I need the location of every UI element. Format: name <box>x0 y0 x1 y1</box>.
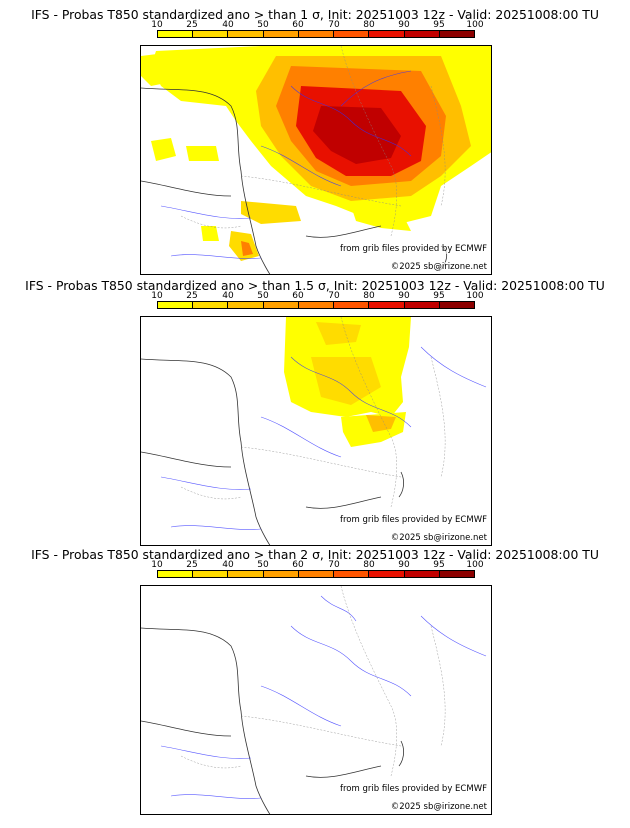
colorbar-tick: 40 <box>222 20 234 30</box>
colorbar-swatch <box>298 571 335 577</box>
data-source-credit: from grib files provided by ECMWF <box>340 244 487 254</box>
colorbar-tick: 95 <box>433 20 445 30</box>
data-source-credit: from grib files provided by ECMWF <box>340 784 487 794</box>
colorbar-tick: 100 <box>466 20 484 30</box>
colorbar-tick: 60 <box>292 291 304 301</box>
colorbar-ticks: 10 25 40 50 60 70 80 90 95 100 <box>140 560 492 570</box>
colorbar <box>157 570 475 578</box>
colorbar-swatch <box>193 31 229 37</box>
colorbar-tick: 40 <box>222 560 234 570</box>
colorbar-tick: 25 <box>186 560 198 570</box>
colorbar-swatch <box>334 571 370 577</box>
colorbar-tick: 10 <box>151 291 163 301</box>
panel-title: IFS - Probas T850 standardized ano > tha… <box>25 278 605 293</box>
colorbar-tick: 100 <box>466 291 484 301</box>
colorbar-tick: 80 <box>363 560 375 570</box>
rivers <box>160 70 412 259</box>
borders <box>180 46 446 237</box>
panel-title: IFS - Probas T850 standardized ano > tha… <box>31 7 599 22</box>
colorbar-tick: 50 <box>257 20 269 30</box>
coastline <box>141 627 405 814</box>
colorbar-swatch <box>334 31 370 37</box>
map-area: from grib files provided by ECMWF ©2025 … <box>140 585 492 815</box>
colorbar-swatch <box>298 31 335 37</box>
colorbar-ticks: 10 25 40 50 60 70 80 90 95 100 <box>140 291 492 301</box>
colorbar-swatch <box>369 571 405 577</box>
map-area: from grib files provided by ECMWF ©2025 … <box>140 45 492 275</box>
copyright-credit: ©2025 sb@irizone.net <box>390 262 487 272</box>
colorbar-swatch <box>228 302 264 308</box>
colorbar-tick: 60 <box>292 20 304 30</box>
colorbar <box>157 301 475 309</box>
map-panel-1: IFS - Probas T850 standardized ano > tha… <box>0 8 630 278</box>
colorbar-swatch <box>439 302 474 308</box>
rivers <box>160 346 487 530</box>
colorbar-tick: 90 <box>398 560 410 570</box>
colorbar-tick: 10 <box>151 20 163 30</box>
colorbar-tick: 80 <box>363 20 375 30</box>
colorbar-swatch <box>298 302 335 308</box>
copyright-credit: ©2025 sb@irizone.net <box>390 802 487 812</box>
map-area: from grib files provided by ECMWF ©2025 … <box>140 316 492 546</box>
colorbar-swatch <box>439 31 474 37</box>
colorbar-swatch <box>404 31 440 37</box>
panel-title: IFS - Probas T850 standardized ano > tha… <box>31 547 599 562</box>
colorbar-tick: 70 <box>328 560 340 570</box>
colorbar-tick: 10 <box>151 560 163 570</box>
colorbar-swatch <box>228 31 264 37</box>
colorbar-tick: 95 <box>433 291 445 301</box>
copyright-credit: ©2025 sb@irizone.net <box>390 533 487 543</box>
colorbar-tick: 90 <box>398 20 410 30</box>
map-graphic <box>141 586 487 814</box>
colorbar-tick: 70 <box>328 291 340 301</box>
colorbar-tick: 95 <box>433 560 445 570</box>
borders <box>180 317 446 508</box>
map-panel-2: IFS - Probas T850 standardized ano > tha… <box>0 279 630 549</box>
colorbar-swatch <box>263 571 299 577</box>
colorbar-swatch <box>158 302 194 308</box>
colorbar-tick: 100 <box>466 560 484 570</box>
colorbar-tick: 90 <box>398 291 410 301</box>
map-panel-3: IFS - Probas T850 standardized ano > tha… <box>0 548 630 818</box>
colorbar-swatch <box>369 31 405 37</box>
colorbar-tick: 40 <box>222 291 234 301</box>
colorbar <box>157 30 475 38</box>
colorbar-swatch <box>404 571 440 577</box>
colorbar-tick: 60 <box>292 560 304 570</box>
colorbar-swatch <box>193 302 229 308</box>
colorbar-tick: 50 <box>257 560 269 570</box>
colorbar-swatch <box>334 302 370 308</box>
colorbar-swatch <box>369 302 405 308</box>
colorbar-swatch <box>158 571 194 577</box>
colorbar-tick: 80 <box>363 291 375 301</box>
colorbar-swatch <box>439 571 474 577</box>
coastline <box>141 358 405 545</box>
colorbar-swatch <box>263 302 299 308</box>
map-graphic <box>141 317 487 545</box>
probability-field <box>284 317 411 447</box>
map-graphic <box>141 46 491 274</box>
colorbar-swatch <box>263 31 299 37</box>
colorbar-tick: 25 <box>186 20 198 30</box>
colorbar-tick: 70 <box>328 20 340 30</box>
colorbar-swatch <box>158 31 194 37</box>
colorbar-tick: 50 <box>257 291 269 301</box>
data-source-credit: from grib files provided by ECMWF <box>340 515 487 525</box>
rivers <box>160 595 487 799</box>
colorbar-ticks: 10 25 40 50 60 70 80 90 95 100 <box>140 20 492 30</box>
colorbar-swatch <box>193 571 229 577</box>
colorbar-swatch <box>404 302 440 308</box>
colorbar-tick: 25 <box>186 291 198 301</box>
probability-field <box>141 46 491 261</box>
colorbar-swatch <box>228 571 264 577</box>
borders <box>180 586 446 777</box>
